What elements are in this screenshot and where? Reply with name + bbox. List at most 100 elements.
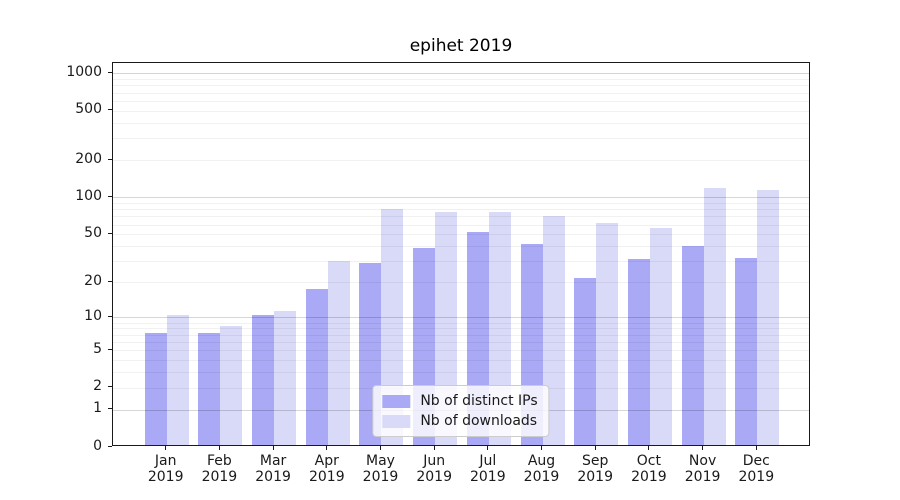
x-tick-label: Sep 2019 <box>565 453 625 485</box>
legend-row: Nb of downloads <box>382 411 537 431</box>
x-tick-label: Jun 2019 <box>404 453 464 485</box>
legend-label: Nb of distinct IPs <box>420 393 538 409</box>
gridline-minor <box>113 234 809 236</box>
x-tick-month: May <box>366 453 395 469</box>
gridline-minor <box>113 334 809 336</box>
x-tick-year: 2019 <box>684 469 721 485</box>
x-tick-year: 2019 <box>147 469 184 485</box>
gridline-minor <box>113 209 809 211</box>
x-tick-mark <box>594 446 596 450</box>
y-tick-mark <box>108 109 112 111</box>
y-tick-label: 20 <box>84 272 102 289</box>
gridline-minor <box>113 246 809 248</box>
gridline-minor <box>113 372 809 373</box>
x-tick-label: Nov 2019 <box>673 453 733 485</box>
bar-downloads <box>166 315 189 445</box>
gridline-minor <box>113 322 809 324</box>
x-tick-month: Jul <box>479 453 497 469</box>
x-tick-month: Feb <box>206 453 232 469</box>
bar-distinct-ips <box>252 315 275 445</box>
x-tick-mark <box>648 446 650 450</box>
x-tick-month: Dec <box>742 453 770 469</box>
x-tick-mark <box>541 446 542 450</box>
x-tick-label: Jan 2019 <box>136 453 196 485</box>
y-tick-mark <box>108 158 112 160</box>
y-tick-label: 50 <box>84 224 102 241</box>
gridline-minor <box>113 341 809 343</box>
y-tick-label: 2 <box>93 378 102 395</box>
x-tick-mark <box>433 446 435 450</box>
y-tick-mark <box>108 280 112 282</box>
bar-downloads <box>220 326 243 445</box>
y-tick-label: 1000 <box>66 63 102 80</box>
gridline-minor <box>113 92 809 94</box>
y-tick-mark <box>108 315 112 317</box>
x-tick-mark <box>487 446 489 450</box>
x-tick-year: 2019 <box>577 469 613 485</box>
chart-title: epihet 2019 <box>409 36 513 56</box>
y-tick-label: 5 <box>93 340 102 357</box>
gridline-major <box>113 317 809 319</box>
y-tick-mark <box>108 386 112 388</box>
gridline-minor <box>113 350 809 352</box>
gridline-minor <box>113 122 809 124</box>
x-tick-label: Dec 2019 <box>726 453 786 485</box>
x-tick-month: Oct <box>636 453 661 469</box>
y-tick-label: 500 <box>75 101 102 118</box>
legend-row: Nb of distinct IPs <box>382 391 538 411</box>
gridline-minor <box>113 100 809 102</box>
x-tick-label: Oct 2019 <box>619 453 679 485</box>
x-tick-label: Jul 2019 <box>458 453 518 485</box>
x-tick-month: Jun <box>423 453 446 469</box>
gridline-minor <box>113 160 809 162</box>
bar-distinct-ips <box>198 332 221 445</box>
legend-swatch <box>382 394 411 408</box>
x-tick-month: Nov <box>688 453 717 469</box>
x-tick-label: Mar 2019 <box>243 453 303 485</box>
y-tick-mark <box>108 348 112 350</box>
bar-downloads <box>703 188 726 445</box>
x-tick-year: 2019 <box>255 469 291 485</box>
y-tick-mark <box>108 445 112 447</box>
y-tick-label: 10 <box>84 307 102 324</box>
legend-swatch <box>382 414 411 428</box>
x-tick-mark <box>165 446 167 450</box>
bar-distinct-ips <box>574 277 597 445</box>
x-tick-year: 2019 <box>631 469 667 485</box>
y-tick-mark <box>108 71 112 73</box>
x-tick-year: 2019 <box>416 469 452 485</box>
gridline-minor <box>113 110 809 112</box>
y-tick-mark <box>108 232 112 234</box>
x-tick-year: 2019 <box>201 469 238 485</box>
gridline-major <box>113 73 809 75</box>
x-tick-label: May 2019 <box>351 453 411 485</box>
y-tick-label: 0 <box>93 437 102 454</box>
y-tick-mark <box>108 408 112 409</box>
bar-distinct-ips <box>627 259 650 445</box>
gridline-minor <box>113 79 809 80</box>
gridline-minor <box>113 261 809 263</box>
x-tick-label: Aug 2019 <box>512 453 572 485</box>
gridline-minor <box>113 85 809 87</box>
bar-distinct-ips <box>681 245 704 445</box>
bar-downloads <box>327 261 350 445</box>
gridline-minor <box>113 224 809 226</box>
bar-downloads <box>596 222 619 445</box>
bar-distinct-ips <box>305 288 328 445</box>
x-tick-month: Apr <box>314 453 339 469</box>
y-tick-label: 200 <box>75 150 102 167</box>
bar-downloads <box>649 228 672 445</box>
x-tick-year: 2019 <box>308 469 345 485</box>
gridline-minor <box>113 328 809 330</box>
gridline-major <box>113 197 809 199</box>
x-tick-month: Sep <box>581 453 609 469</box>
bar-downloads <box>274 310 297 445</box>
x-tick-mark <box>380 446 381 450</box>
gridline-minor <box>113 359 809 361</box>
x-tick-year: 2019 <box>469 469 506 485</box>
x-tick-mark <box>326 446 328 450</box>
gridline-minor <box>113 203 809 204</box>
legend-label: Nb of downloads <box>420 413 538 429</box>
gridline-minor <box>113 216 809 218</box>
